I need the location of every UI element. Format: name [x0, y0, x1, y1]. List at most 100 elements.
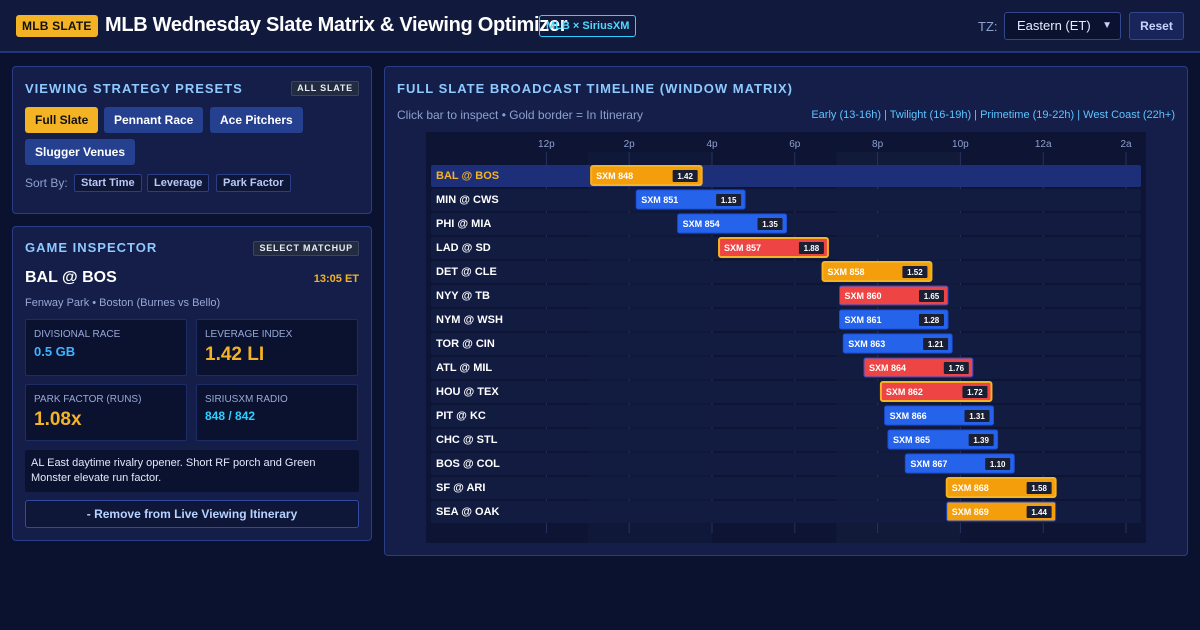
broadcast-channel-label: SXM 865: [893, 435, 930, 445]
leverage-value: 1.58: [1031, 484, 1047, 493]
matchup-label[interactable]: PIT @ KC: [436, 410, 486, 422]
matchup-row[interactable]: [431, 261, 1141, 283]
leverage-value: 1.76: [949, 364, 965, 373]
leverage-value: 1.10: [990, 460, 1006, 469]
leverage-chip: [923, 338, 949, 350]
matchup-label[interactable]: ATL @ MIL: [436, 362, 492, 374]
tick-label: 8p: [872, 139, 884, 150]
leverage-value: 1.88: [804, 244, 820, 253]
matchup-label[interactable]: MIN @ CWS: [436, 194, 499, 206]
matchup-row[interactable]: [431, 381, 1141, 403]
leverage-chip: [968, 434, 994, 446]
broadcast-channel-label: SXM 869: [952, 507, 989, 517]
remove-itinerary-button[interactable]: - Remove from Live Viewing Itinerary: [25, 500, 359, 528]
stat-divisional-race: DIVISIONAL RACE 0.5 GB: [25, 319, 187, 376]
matchup-row[interactable]: [431, 405, 1141, 427]
matchup-label[interactable]: SEA @ OAK: [436, 506, 500, 518]
matchup-label[interactable]: NYY @ TB: [436, 290, 490, 302]
stat-value: 0.5 GB: [34, 344, 76, 359]
broadcast-channel-label: SXM 863: [848, 339, 885, 349]
broadcast-channel-label: SXM 857: [724, 243, 761, 253]
matchup-row[interactable]: [431, 429, 1141, 451]
timeline-legend: Early (13-16h) | Twilight (16-19h) | Pri…: [811, 109, 1175, 121]
timeline-chart: 12p 2p 4p 6p 8p 10p 12a 2a BAL @ BOS SXM 848 1.42 M…: [431, 139, 1141, 543]
all-slate-badge: ALL SLATE: [291, 81, 359, 96]
preset-full-slate[interactable]: Full Slate: [25, 107, 99, 133]
stat-label: LEVERAGE INDEX: [205, 329, 293, 340]
tick-label: 6p: [789, 139, 801, 150]
sort-park-factor[interactable]: Park Factor: [216, 174, 291, 192]
inspector-title: GAME INSPECTOR: [25, 240, 158, 255]
leverage-value: 1.42: [677, 172, 693, 181]
matchup-label[interactable]: LAD @ SD: [436, 242, 491, 254]
broadcast-channel-label: SXM 868: [952, 483, 989, 493]
matchup-label[interactable]: SF @ ARI: [436, 482, 485, 494]
leverage-chip: [757, 218, 783, 230]
matchup-row[interactable]: [431, 189, 1141, 211]
matchup-label[interactable]: CHC @ STL: [436, 434, 498, 446]
timeline-panel: FULL SLATE BROADCAST TIMELINE (WINDOW MA…: [384, 66, 1188, 556]
presets-panel: VIEWING STRATEGY PRESETS ALL SLATE Full …: [12, 66, 372, 214]
tick-label: 12a: [1035, 139, 1052, 150]
matchup-label[interactable]: BAL @ BOS: [436, 170, 499, 182]
timezone-label: TZ:: [978, 19, 998, 34]
matchup-label[interactable]: PHI @ MIA: [436, 218, 491, 230]
tick-label: 2p: [624, 139, 636, 150]
matchup-label[interactable]: HOU @ TEX: [436, 386, 499, 398]
matchup-row[interactable]: [431, 333, 1141, 355]
leverage-chip: [902, 266, 928, 278]
leverage-value: 1.15: [721, 196, 737, 205]
matchup-row[interactable]: [431, 285, 1141, 307]
leverage-chip: [962, 386, 988, 398]
chevron-down-icon: ▼: [1102, 20, 1112, 31]
leverage-value: 1.31: [969, 412, 985, 421]
leverage-value: 1.28: [924, 316, 940, 325]
leverage-chip: [1026, 482, 1052, 494]
sort-leverage[interactable]: Leverage: [147, 174, 210, 192]
inspector-game-time: 13:05 ET: [313, 273, 359, 285]
leverage-value: 1.72: [967, 388, 983, 397]
broadcast-channel-label: SXM 851: [641, 195, 678, 205]
select-matchup-badge: SELECT MATCHUP: [253, 241, 359, 256]
matchup-row[interactable]: [431, 165, 1141, 187]
partner-badge: MLB × SiriusXM: [539, 15, 637, 37]
preset-pennant-race[interactable]: Pennant Race: [104, 107, 204, 133]
game-description: AL East daytime rivalry opener. Short RF…: [25, 450, 359, 492]
matchup-label[interactable]: BOS @ COL: [436, 458, 500, 470]
stat-leverage-index: LEVERAGE INDEX 1.42 LI: [196, 319, 358, 376]
leverage-chip: [964, 410, 990, 422]
preset-slugger-venues[interactable]: Slugger Venues: [25, 139, 136, 165]
sort-start-time[interactable]: Start Time: [74, 174, 142, 192]
app-header: MLB SLATE MLB Wednesday Slate Matrix & V…: [0, 0, 1200, 53]
timezone-select[interactable]: Eastern (ET) ▼: [1004, 12, 1121, 40]
timeline-hint: Click bar to inspect • Gold border = In …: [397, 108, 643, 122]
stat-siriusxm-radio: SIRIUSXM RADIO 848 / 842: [196, 384, 358, 441]
preset-ace-pitchers[interactable]: Ace Pitchers: [210, 107, 303, 133]
matchup-label[interactable]: NYM @ WSH: [436, 314, 503, 326]
brand-badge: MLB SLATE: [16, 15, 98, 37]
matchup-row[interactable]: [431, 357, 1141, 379]
stat-label: PARK FACTOR (RUNS): [34, 394, 142, 405]
tick-label: 4p: [706, 139, 718, 150]
broadcast-channel-label: SXM 862: [886, 387, 923, 397]
matchup-label[interactable]: DET @ CLE: [436, 266, 497, 278]
tick-label: 10p: [952, 139, 969, 150]
stat-park-factor: PARK FACTOR (RUNS) 1.08x: [25, 384, 187, 441]
leverage-value: 1.21: [928, 340, 944, 349]
leverage-chip: [716, 194, 742, 206]
matchup-row[interactable]: [431, 453, 1141, 475]
app-title: MLB Wednesday Slate Matrix & Viewing Opt…: [105, 14, 568, 36]
broadcast-channel-label: SXM 867: [910, 459, 947, 469]
leverage-value: 1.44: [1031, 508, 1047, 517]
broadcast-matrix: 12p 2p 4p 6p 8p 10p 12a 2a BAL @ BOS SXM 848 1.42 M…: [426, 132, 1146, 543]
matchup-row[interactable]: [431, 309, 1141, 331]
leverage-chip: [798, 242, 824, 254]
leverage-chip: [918, 290, 944, 302]
leverage-chip: [985, 458, 1011, 470]
stat-value: 1.08x: [34, 409, 82, 430]
broadcast-channel-label: SXM 860: [845, 291, 882, 301]
matchup-label[interactable]: TOR @ CIN: [436, 338, 495, 350]
leverage-value: 1.39: [973, 436, 989, 445]
reset-button[interactable]: Reset: [1129, 12, 1184, 40]
leverage-value: 1.52: [907, 268, 923, 277]
